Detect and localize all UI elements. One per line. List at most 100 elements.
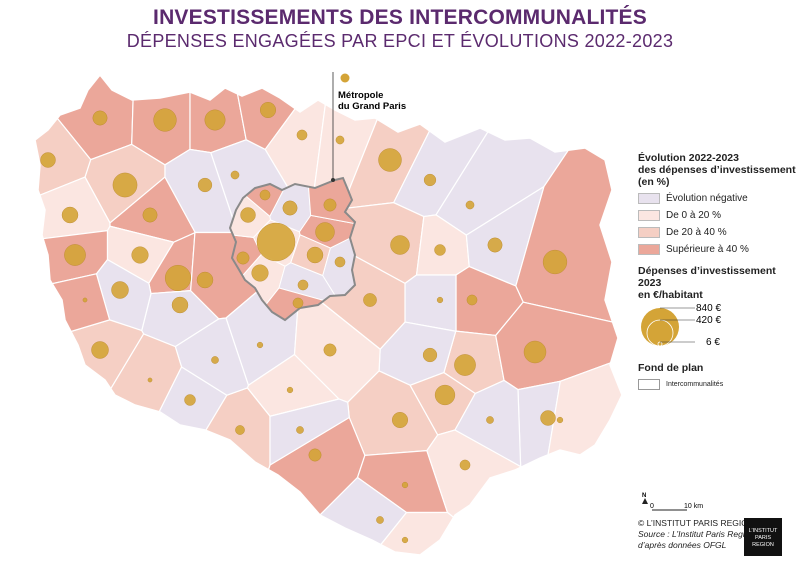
- institute-logo: L’INSTITUT PARIS REGION: [744, 518, 782, 556]
- ept-bubble: [306, 246, 324, 264]
- legend-size-6: 6 €: [706, 337, 720, 348]
- ept-bubble: [282, 200, 298, 216]
- legend-evolution-title-l2: des dépenses d’investissement: [638, 164, 796, 176]
- epci-bubble: [131, 246, 149, 264]
- map-subtitle: DÉPENSES ENGAGÉES PAR EPCI ET ÉVOLUTIONS…: [126, 31, 674, 51]
- legend-class-swatch: [638, 193, 660, 204]
- epci-bubble: [153, 108, 177, 132]
- legend-class-label: Supérieure à 40 %: [666, 244, 749, 255]
- epci-bubble: [171, 296, 189, 314]
- legend-evolution-title-l3: (en %): [638, 176, 670, 188]
- legend-class-row: Supérieure à 40 %: [638, 243, 798, 256]
- logo-line-1: L’INSTITUT: [748, 528, 778, 534]
- credits-copyright: © L’INSTITUT PARIS REGION 2024: [638, 518, 776, 528]
- epci-bubble: [401, 536, 409, 544]
- ept-bubble: [297, 279, 309, 291]
- mgp-boundary: [228, 176, 357, 322]
- legend-basemap-swatch: [638, 379, 660, 390]
- scale-zero: 0: [650, 503, 654, 510]
- epci-bubble: [390, 235, 410, 255]
- epci-bubble: [164, 265, 191, 292]
- epci-bubble: [64, 244, 86, 266]
- epci-bubble: [204, 109, 226, 131]
- epci-bubble: [61, 206, 79, 224]
- epci-bubble: [211, 356, 219, 364]
- region-outline: [34, 73, 623, 556]
- epci-bubble: [523, 340, 547, 364]
- epci-bubble: [434, 244, 446, 256]
- legend: Évolution 2022-2023 des dépenses d’inves…: [638, 152, 798, 391]
- epci-bubble: [392, 412, 409, 429]
- scale-ten: 10 km: [684, 503, 703, 510]
- epci-bubble: [184, 394, 196, 406]
- legend-bubble-840: [641, 308, 679, 346]
- epci-bubble: [230, 170, 240, 180]
- epci-bubble: [323, 343, 337, 357]
- epci-bubble: [40, 152, 56, 168]
- legend-size-title-l1: Dépenses d’investissement 2023: [638, 265, 776, 289]
- legend-classes: Évolution négative De 0 à 20 % De 20 à 40 …: [638, 192, 798, 256]
- epci-bubble: [196, 271, 214, 289]
- epci-bubble: [436, 296, 444, 304]
- north-label: N: [642, 493, 646, 499]
- epci-bubble: [92, 110, 108, 126]
- epci-bubble: [466, 294, 478, 306]
- legend-class-row: De 0 à 20 %: [638, 209, 798, 222]
- epci-bubble: [147, 377, 153, 383]
- ept-bubble: [251, 264, 269, 282]
- epci-bubble: [82, 297, 88, 303]
- legend-size-title: Dépenses d’investissement 2023 en €/habi…: [638, 265, 798, 301]
- epci-area: [131, 75, 191, 166]
- logo-line-2: PARIS: [754, 535, 772, 541]
- ept-bubble: [259, 189, 271, 201]
- ept-bubble: [323, 198, 337, 212]
- epci-bubble: [378, 148, 402, 172]
- annotation-line1: Métropole: [338, 90, 383, 101]
- epci-bubble: [376, 516, 384, 524]
- legend-class-swatch: [638, 227, 660, 238]
- annotation-bubble: [340, 73, 350, 83]
- legend-size-symbols: 840 € 420 € 6 €: [641, 303, 721, 348]
- epci-bubble: [422, 347, 438, 363]
- epci-bubble: [335, 135, 345, 145]
- mgp-annotation: Métropole du Grand Paris: [331, 72, 406, 182]
- investment-bubbles: [40, 101, 568, 544]
- epci-area: [495, 301, 622, 391]
- legend-class-swatch: [638, 210, 660, 221]
- epci-bubble: [423, 173, 437, 187]
- epci-areas: [35, 75, 622, 555]
- legend-evolution-title: Évolution 2022-2023 des dépenses d’inves…: [638, 152, 798, 188]
- ept-bubble: [236, 251, 250, 265]
- epci-bubble: [401, 481, 409, 489]
- legend-class-label: Évolution négative: [666, 193, 748, 204]
- legend-size-title-l2: en €/habitant: [638, 289, 703, 301]
- legend-basemap-title: Fond de plan: [638, 362, 704, 374]
- epci-bubble: [142, 207, 158, 223]
- scale-bar: N 0 10 km: [642, 493, 703, 511]
- epci-bubble: [486, 416, 494, 424]
- logo-line-3: REGION: [752, 542, 774, 548]
- map-title: INVESTISSEMENTS DES INTERCOMMUNALITÉS: [153, 6, 647, 29]
- epci-bubble: [235, 425, 245, 435]
- epci-bubble: [296, 129, 308, 141]
- epci-area: [454, 379, 522, 468]
- epci-bubble: [91, 341, 109, 359]
- legend-class-row: Évolution négative: [638, 192, 798, 205]
- epci-bubble: [465, 200, 475, 210]
- ept-bubble: [292, 297, 304, 309]
- epci-bubble: [286, 386, 294, 394]
- legend-class-label: De 0 à 20 %: [666, 210, 722, 221]
- credits-source-1: Source : L’Institut Paris Region: [638, 529, 755, 539]
- ept-bubble: [315, 222, 335, 242]
- epci-bubble: [112, 172, 138, 198]
- credits: © L’INSTITUT PARIS REGION 2024 Source : …: [638, 518, 775, 551]
- legend-class-row: De 20 à 40 %: [638, 226, 798, 239]
- epci-bubble: [308, 448, 322, 462]
- epci-bubble: [260, 101, 277, 118]
- epci-bubble: [111, 281, 129, 299]
- legend-basemap-row: Intercommunalités: [638, 378, 798, 391]
- ept-bubble: [334, 256, 346, 268]
- epci-bubble: [487, 237, 503, 253]
- legend-size-420: 420 €: [696, 315, 721, 326]
